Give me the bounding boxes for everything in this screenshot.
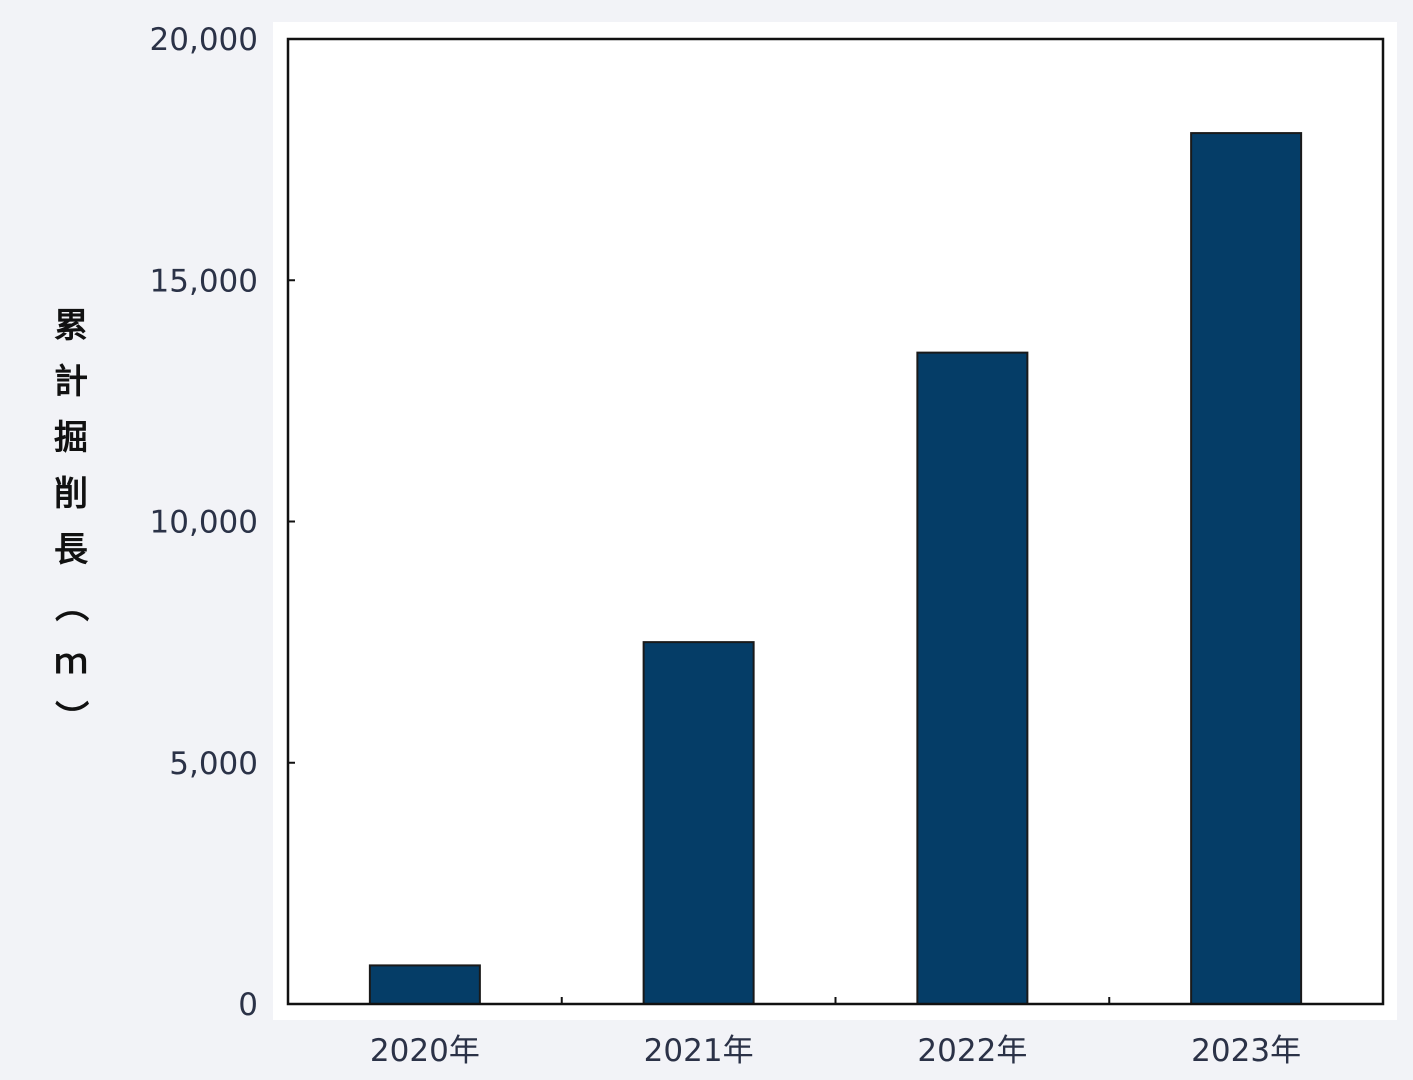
bars-group: [368, 132, 1303, 1006]
y-axis-label-char: ｍ: [54, 642, 88, 682]
y-axis-label-char: （: [50, 588, 90, 622]
y-axis-ticks: 0 5,000 10,000 15,000 20,000: [150, 22, 295, 1023]
x-axis-ticks: 2020年 2021年 2022年 2023年: [370, 997, 1301, 1069]
y-tick-label: 5,000: [169, 746, 258, 782]
y-axis-label-char: 計: [54, 362, 88, 402]
x-tick-label: 2021年: [644, 1033, 754, 1069]
bar-2022年: [916, 351, 1029, 1005]
bar-2023年: [1190, 132, 1303, 1005]
y-tick-label: 15,000: [150, 263, 258, 299]
x-tick-label: 2022年: [917, 1033, 1027, 1069]
y-tick-label: 20,000: [150, 22, 258, 58]
x-tick-label: 2020年: [370, 1033, 480, 1069]
x-tick-label: 2023年: [1191, 1033, 1301, 1069]
y-axis-label-char: 累: [54, 306, 88, 346]
y-axis-label-char: 掘: [54, 418, 88, 458]
y-axis-label-char: ）: [50, 700, 90, 734]
bar-2021年: [642, 641, 755, 1005]
y-axis-label-char: 長: [54, 530, 89, 570]
bar-2020年: [368, 964, 481, 1006]
y-tick-label: 10,000: [150, 505, 258, 541]
y-tick-label: 0: [238, 987, 258, 1023]
y-axis-label-char: 削: [54, 474, 88, 514]
